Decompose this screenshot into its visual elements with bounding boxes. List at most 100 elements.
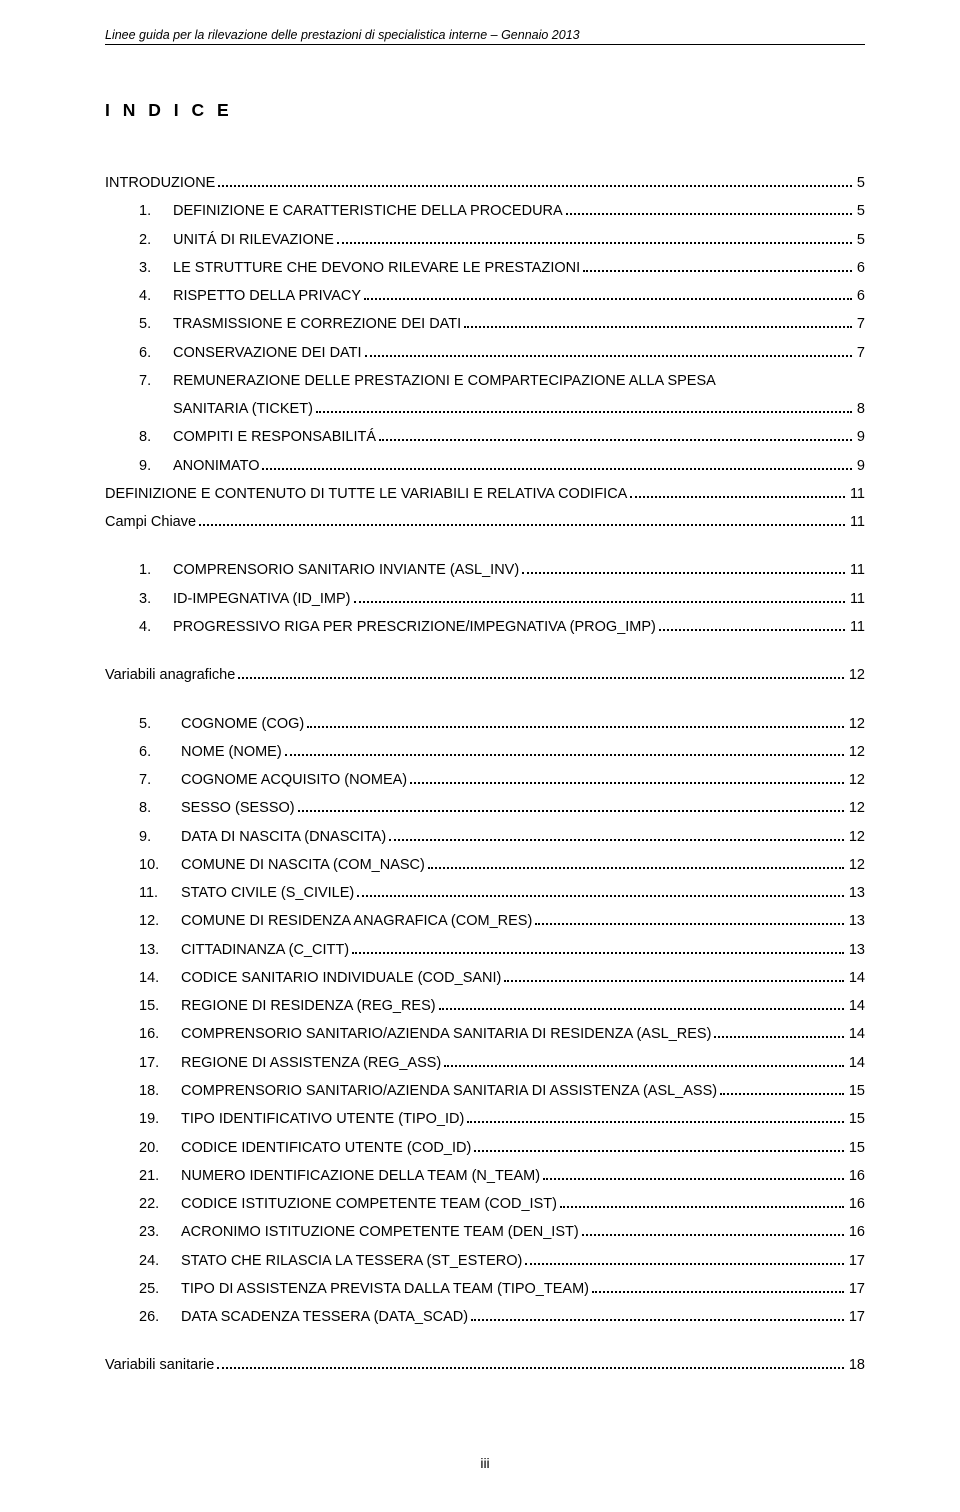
toc-label: COMUNE DI RESIDENZA ANAGRAFICA (COM_RES) bbox=[181, 907, 532, 935]
toc-entry: 18.COMPRENSORIO SANITARIO/AZIENDA SANITA… bbox=[139, 1077, 865, 1105]
toc-label: CITTADINANZA (C_CITT) bbox=[181, 936, 349, 964]
toc-leader bbox=[238, 671, 844, 680]
page-header: Linee guida per la rilevazione delle pre… bbox=[105, 28, 865, 45]
toc-entry: 6.NOME (NOME)12 bbox=[139, 738, 865, 766]
toc-num: 5. bbox=[139, 310, 173, 338]
toc-page: 7 bbox=[855, 339, 865, 367]
toc-num: 20. bbox=[139, 1134, 181, 1162]
toc-label: REMUNERAZIONE DELLE PRESTAZIONI E COMPAR… bbox=[173, 367, 716, 395]
toc-num: 18. bbox=[139, 1077, 181, 1105]
toc-num: 25. bbox=[139, 1275, 181, 1303]
toc-leader bbox=[444, 1058, 844, 1067]
toc-entry: 21.NUMERO IDENTIFICAZIONE DELLA TEAM (N_… bbox=[139, 1162, 865, 1190]
toc-num: 19. bbox=[139, 1105, 181, 1133]
toc-page: 6 bbox=[855, 254, 865, 282]
toc-label: DATA DI NASCITA (DNASCITA) bbox=[181, 823, 386, 851]
toc-page: 11 bbox=[848, 480, 865, 508]
toc-label: COGNOME ACQUISITO (NOMEA) bbox=[181, 766, 407, 794]
toc-num: 12. bbox=[139, 907, 181, 935]
toc-entry: 10.COMUNE DI NASCITA (COM_NASC)12 bbox=[139, 851, 865, 879]
toc-entry: 3. ID-IMPEGNATIVA (ID_IMP) 11 bbox=[139, 585, 865, 613]
toc-entry: 15.REGIONE DI RESIDENZA (REG_RES)14 bbox=[139, 992, 865, 1020]
toc-leader bbox=[337, 235, 852, 244]
toc-leader bbox=[560, 1199, 844, 1208]
toc-leader bbox=[439, 1001, 844, 1010]
toc-num: 9. bbox=[139, 823, 181, 851]
toc-label: TRASMISSIONE E CORREZIONE DEI DATI bbox=[173, 310, 461, 338]
toc-leader bbox=[583, 263, 852, 272]
toc-label: CONSERVAZIONE DEI DATI bbox=[173, 339, 362, 367]
toc-page: 12 bbox=[847, 766, 865, 794]
toc-page: 15 bbox=[847, 1077, 865, 1105]
toc-section-heading: DEFINIZIONE E CONTENUTO DI TUTTE LE VARI… bbox=[105, 480, 865, 508]
toc-label: DEFINIZIONE E CARATTERISTICHE DELLA PROC… bbox=[173, 197, 563, 225]
toc-num: 6. bbox=[139, 339, 173, 367]
toc-leader bbox=[504, 973, 843, 982]
toc-page: 18 bbox=[847, 1351, 865, 1379]
toc-page: 12 bbox=[847, 823, 865, 851]
toc-section-heading: Variabili anagrafiche 12 bbox=[105, 661, 865, 689]
toc-leader bbox=[471, 1312, 844, 1321]
toc-leader bbox=[525, 1256, 843, 1265]
toc-leader bbox=[354, 594, 845, 603]
toc-label: DEFINIZIONE E CONTENUTO DI TUTTE LE VARI… bbox=[105, 480, 627, 508]
toc-entry: 9. ANONIMATO 9 bbox=[139, 452, 865, 480]
toc-num: 11. bbox=[139, 879, 181, 907]
toc-label: Variabili anagrafiche bbox=[105, 661, 235, 689]
toc-label: COMPRENSORIO SANITARIO/AZIENDA SANITARIA… bbox=[181, 1077, 717, 1105]
toc-num: 23. bbox=[139, 1218, 181, 1246]
toc-leader bbox=[389, 832, 844, 841]
toc-label: TIPO IDENTIFICATIVO UTENTE (TIPO_ID) bbox=[181, 1105, 464, 1133]
toc-leader bbox=[535, 917, 844, 926]
toc-entry: 23.ACRONIMO ISTITUZIONE COMPETENTE TEAM … bbox=[139, 1218, 865, 1246]
toc-page: 15 bbox=[847, 1105, 865, 1133]
toc-leader bbox=[566, 207, 852, 216]
toc-label: SESSO (SESSO) bbox=[181, 794, 295, 822]
toc-label: NUMERO IDENTIFICAZIONE DELLA TEAM (N_TEA… bbox=[181, 1162, 540, 1190]
toc-entry: 2. UNITÁ DI RILEVAZIONE 5 bbox=[139, 226, 865, 254]
toc-num: 14. bbox=[139, 964, 181, 992]
toc-label: SANITARIA (TICKET) bbox=[173, 395, 313, 423]
toc-entry: 20.CODICE IDENTIFICATO UTENTE (COD_ID)15 bbox=[139, 1134, 865, 1162]
toc-leader bbox=[357, 888, 844, 897]
toc-leader bbox=[285, 747, 844, 756]
toc-leader bbox=[307, 719, 844, 728]
toc-entry: 4. RISPETTO DELLA PRIVACY 6 bbox=[139, 282, 865, 310]
toc-label: INTRODUZIONE bbox=[105, 169, 215, 197]
toc-leader bbox=[467, 1115, 844, 1124]
toc-leader bbox=[714, 1030, 843, 1039]
toc-page: 12 bbox=[847, 710, 865, 738]
toc-label: LE STRUTTURE CHE DEVONO RILEVARE LE PRES… bbox=[173, 254, 580, 282]
toc-entry: 1. DEFINIZIONE E CARATTERISTICHE DELLA P… bbox=[139, 197, 865, 225]
toc-leader bbox=[365, 348, 852, 357]
toc-num: 8. bbox=[139, 794, 181, 822]
index-title: I N D I C E bbox=[105, 100, 865, 121]
toc-leader bbox=[582, 1228, 844, 1237]
toc-page: 13 bbox=[847, 907, 865, 935]
toc-page: 6 bbox=[855, 282, 865, 310]
toc-page: 12 bbox=[847, 738, 865, 766]
toc-entry: 7.COGNOME ACQUISITO (NOMEA)12 bbox=[139, 766, 865, 794]
toc-label: TIPO DI ASSISTENZA PREVISTA DALLA TEAM (… bbox=[181, 1275, 589, 1303]
toc-label: COGNOME (COG) bbox=[181, 710, 304, 738]
toc-entry: 3. LE STRUTTURE CHE DEVONO RILEVARE LE P… bbox=[139, 254, 865, 282]
toc-label: COMPRENSORIO SANITARIO/AZIENDA SANITARIA… bbox=[181, 1020, 711, 1048]
toc-label: DATA SCADENZA TESSERA (DATA_SCAD) bbox=[181, 1303, 468, 1331]
toc-page: 15 bbox=[847, 1134, 865, 1162]
toc-entry: 12.COMUNE DI RESIDENZA ANAGRAFICA (COM_R… bbox=[139, 907, 865, 935]
toc-label: Campi Chiave bbox=[105, 508, 196, 536]
toc-label: CODICE SANITARIO INDIVIDUALE (COD_SANI) bbox=[181, 964, 501, 992]
toc-leader bbox=[659, 622, 845, 631]
toc-label: PROGRESSIVO RIGA PER PRESCRIZIONE/IMPEGN… bbox=[173, 613, 656, 641]
toc-page: 17 bbox=[847, 1247, 865, 1275]
toc-num: 9. bbox=[139, 452, 173, 480]
toc-label: Variabili sanitarie bbox=[105, 1351, 214, 1379]
toc-entry: 16.COMPRENSORIO SANITARIO/AZIENDA SANITA… bbox=[139, 1020, 865, 1048]
toc-label: UNITÁ DI RILEVAZIONE bbox=[173, 226, 334, 254]
toc-leader bbox=[428, 860, 844, 869]
toc-num: 15. bbox=[139, 992, 181, 1020]
toc-section-heading: Variabili sanitarie 18 bbox=[105, 1351, 865, 1379]
toc-num: 3. bbox=[139, 254, 173, 282]
toc-leader bbox=[379, 433, 852, 442]
toc-num: 8. bbox=[139, 423, 173, 451]
